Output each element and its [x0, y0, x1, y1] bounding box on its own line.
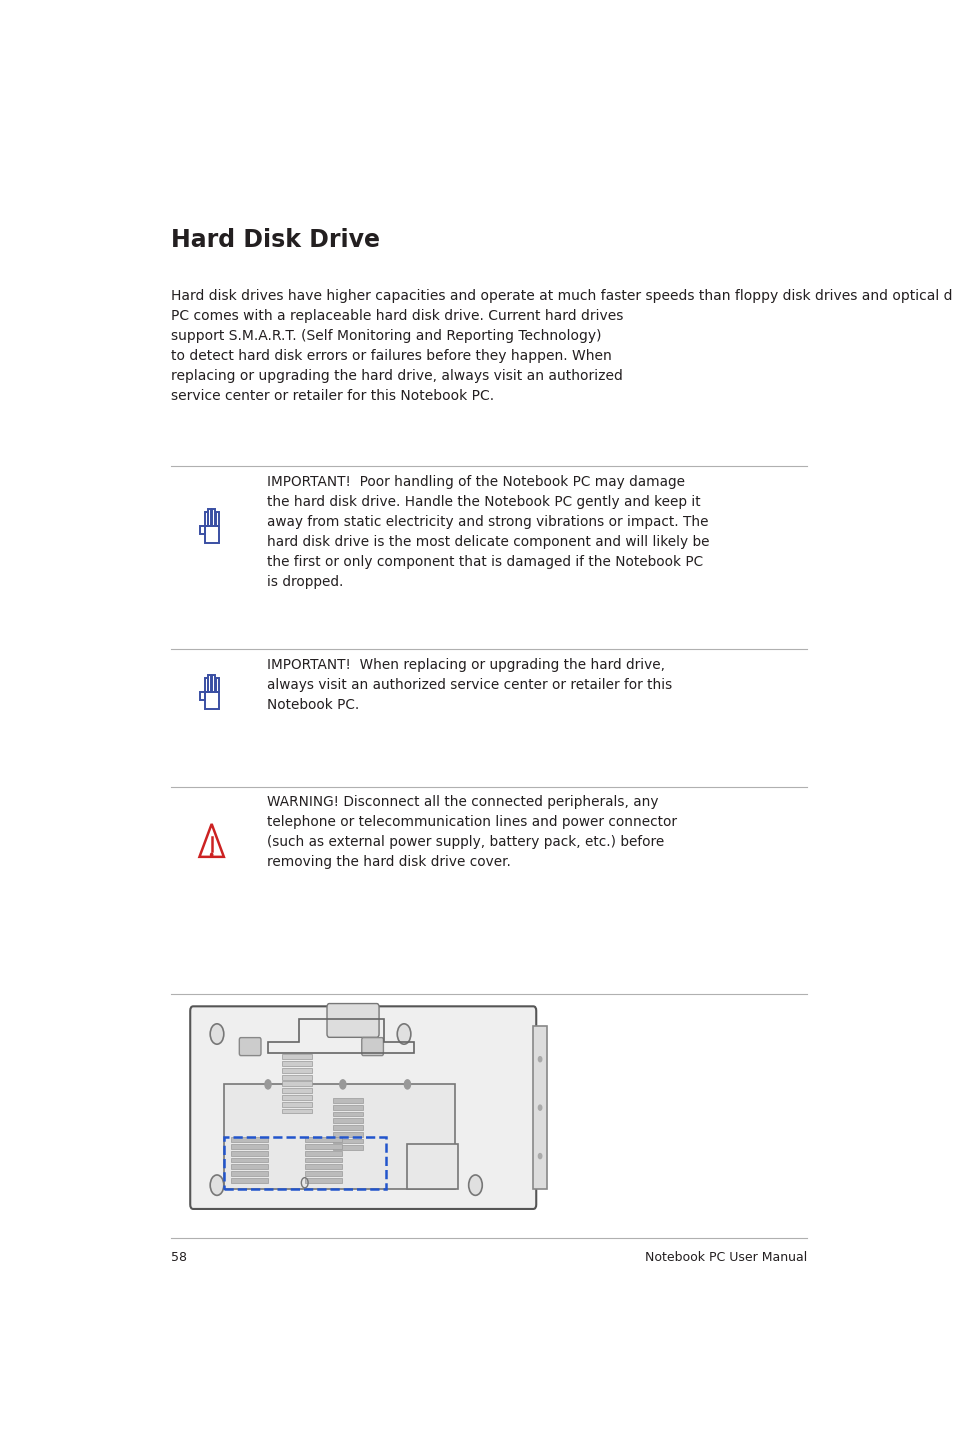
Bar — [333, 1139, 363, 1143]
Bar — [333, 1125, 363, 1130]
Circle shape — [339, 1080, 346, 1089]
Bar — [231, 1158, 268, 1162]
Circle shape — [537, 1153, 541, 1159]
Bar — [281, 1096, 312, 1100]
Bar — [281, 1089, 312, 1093]
FancyBboxPatch shape — [190, 1007, 536, 1209]
Bar — [281, 1081, 312, 1086]
Text: IMPORTANT!  Poor handling of the Notebook PC may damage
the hard disk drive. Han: IMPORTANT! Poor handling of the Notebook… — [267, 475, 709, 590]
Bar — [231, 1165, 268, 1169]
Bar — [281, 1109, 312, 1113]
FancyBboxPatch shape — [239, 1038, 261, 1055]
FancyBboxPatch shape — [361, 1038, 383, 1055]
Bar — [304, 1171, 341, 1176]
Bar — [224, 1136, 385, 1189]
Bar — [333, 1099, 363, 1103]
Text: WARNING! Disconnect all the connected peripherals, any
telephone or telecommunic: WARNING! Disconnect all the connected pe… — [267, 795, 677, 869]
Bar — [304, 1145, 341, 1149]
Circle shape — [210, 1024, 224, 1044]
Bar — [333, 1112, 363, 1116]
Bar — [231, 1137, 268, 1142]
Text: IMPORTANT!  When replacing or upgrading the hard drive,
always visit an authoriz: IMPORTANT! When replacing or upgrading t… — [267, 657, 672, 712]
Bar — [281, 1068, 312, 1073]
Circle shape — [210, 1175, 224, 1195]
Bar — [281, 1061, 312, 1066]
Circle shape — [396, 1024, 411, 1044]
Circle shape — [537, 1057, 541, 1061]
Bar — [224, 1084, 455, 1189]
Bar — [304, 1165, 341, 1169]
Text: Hard Disk Drive: Hard Disk Drive — [171, 229, 379, 252]
Circle shape — [537, 1104, 541, 1110]
Bar — [304, 1137, 341, 1142]
Circle shape — [211, 853, 213, 857]
Bar — [231, 1171, 268, 1176]
Bar — [333, 1119, 363, 1123]
Bar — [304, 1158, 341, 1162]
Text: 58: 58 — [171, 1251, 187, 1264]
Bar — [407, 1145, 458, 1189]
Bar — [231, 1145, 268, 1149]
Bar — [281, 1054, 312, 1060]
Bar — [333, 1104, 363, 1110]
Bar — [533, 1027, 546, 1189]
Text: Notebook PC User Manual: Notebook PC User Manual — [644, 1251, 806, 1264]
Bar — [304, 1150, 341, 1156]
Bar — [304, 1178, 341, 1182]
Bar — [333, 1132, 363, 1136]
Circle shape — [468, 1175, 482, 1195]
Bar — [333, 1146, 363, 1150]
Circle shape — [265, 1080, 271, 1089]
FancyBboxPatch shape — [327, 1004, 378, 1037]
Bar — [281, 1102, 312, 1107]
Circle shape — [404, 1080, 410, 1089]
Bar — [281, 1074, 312, 1080]
Bar — [231, 1150, 268, 1156]
Text: Hard disk drives have higher capacities and operate at much faster speeds than f: Hard disk drives have higher capacities … — [171, 289, 953, 403]
Bar — [231, 1178, 268, 1182]
